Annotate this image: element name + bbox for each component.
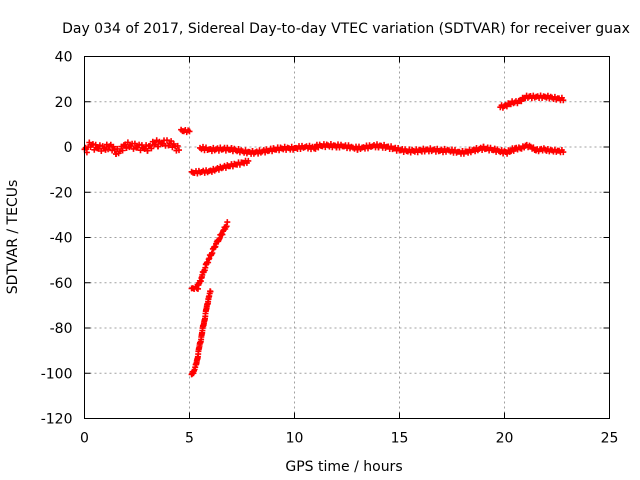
y-tick-label: -40 — [50, 231, 73, 247]
series-main-band-0-5h — [81, 137, 182, 157]
data-point-markers — [165, 138, 182, 154]
data-point-markers — [291, 142, 319, 153]
ticks-layer: 0 5 10 15 20 25 40 20 0 -20 -40 -60 -80 -100 -120 — [41, 50, 619, 447]
y-tick-label: -120 — [41, 412, 73, 428]
y-tick-label: -100 — [41, 366, 73, 382]
grid-layer — [84, 56, 610, 419]
chart-title: Day 034 of 2017, Sidereal Day-to-day VTE… — [62, 21, 630, 37]
data-point-markers — [459, 143, 487, 157]
data-point-markers — [123, 139, 151, 154]
series-segment-5-8h — [188, 157, 252, 177]
data-point-markers — [249, 145, 277, 157]
data-point-markers — [528, 92, 550, 102]
data-point-markers — [178, 126, 193, 136]
data-point-markers — [207, 144, 235, 155]
y-tick-label: 0 — [64, 140, 73, 156]
x-tick-label: 0 — [80, 431, 89, 447]
data-point-markers — [205, 288, 214, 303]
data-point-markers — [375, 141, 403, 154]
series-band-11-20h — [312, 141, 518, 157]
data-point-markers — [192, 329, 206, 368]
x-tick-label: 20 — [496, 431, 514, 447]
y-tick-label: -20 — [50, 185, 73, 201]
x-tick-label: 25 — [601, 431, 619, 447]
y-tick-label: -60 — [50, 276, 73, 292]
data-point-markers — [199, 296, 212, 336]
x-tick-label: 5 — [185, 431, 194, 447]
data-point-markers — [89, 141, 109, 154]
data-point-markers — [270, 143, 298, 154]
series-band-20.5-23h — [512, 141, 567, 156]
series-band-5.5-11h — [197, 142, 319, 157]
data-point-markers — [211, 219, 231, 251]
data-point-markers — [354, 141, 382, 153]
data-point-markers — [480, 143, 508, 157]
x-axis-title: GPS time / hours — [285, 459, 402, 475]
series-short-segment-4.6-5h — [178, 126, 193, 136]
y-tick-label: -80 — [50, 321, 73, 337]
y-tick-label: 20 — [55, 95, 73, 111]
y-axis-title: SDTVAR / TECUs — [5, 180, 21, 295]
x-tick-label: 15 — [391, 431, 409, 447]
y-tick-label: 40 — [55, 50, 73, 66]
plot-frame — [84, 56, 610, 419]
data-point-markers — [228, 157, 252, 170]
series-upper-segment-19.8-23h — [497, 92, 567, 111]
data-point-markers — [312, 141, 340, 151]
data-point-markers — [417, 145, 445, 155]
x-tick-label: 10 — [286, 431, 304, 447]
data-layer — [81, 92, 567, 378]
series-steep-segment-5-6h — [188, 288, 214, 378]
series-rising-segment-5-6.8h — [188, 219, 231, 292]
data-point-markers — [207, 161, 235, 175]
data-point-markers — [543, 146, 567, 156]
data-point-markers — [543, 92, 567, 104]
